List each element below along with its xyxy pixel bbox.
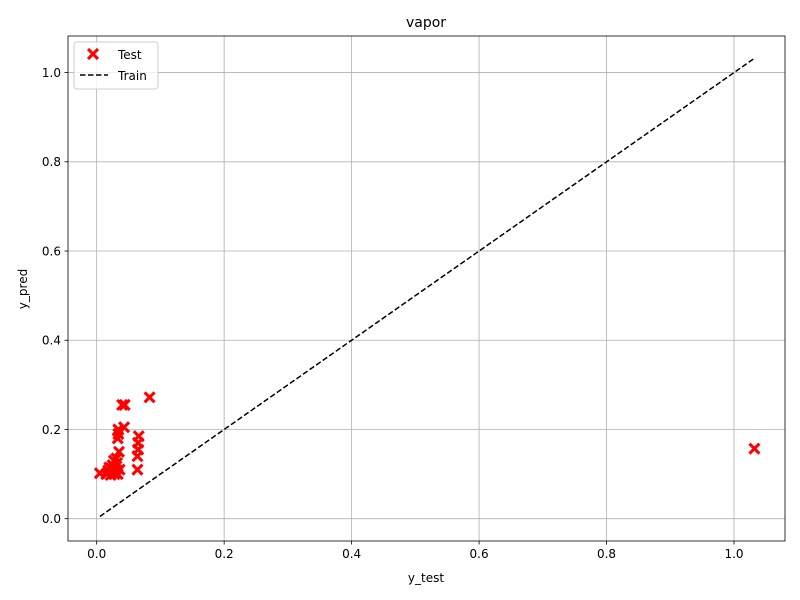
x-axis-title: y_test bbox=[408, 571, 444, 585]
y-axis-ticks: 0.0 0.2 0.4 0.6 0.8 1.0 bbox=[42, 66, 68, 526]
plot-frame bbox=[67, 35, 786, 542]
legend-test-marker bbox=[86, 47, 100, 61]
test-point bbox=[143, 391, 156, 404]
x-tick-label: 0.2 bbox=[215, 547, 234, 561]
test-point bbox=[132, 430, 145, 443]
x-tick-label: 0.0 bbox=[87, 547, 106, 561]
legend: Test Train bbox=[73, 41, 159, 90]
y-tick-label: 0.2 bbox=[42, 423, 61, 437]
train-series bbox=[99, 57, 755, 518]
x-tick-label: 0.4 bbox=[342, 547, 361, 561]
x-tick-label: 1.0 bbox=[724, 547, 743, 561]
test-point bbox=[112, 445, 126, 458]
train-line bbox=[99, 57, 755, 518]
y-tick-label: 0.4 bbox=[42, 334, 61, 348]
grid-layer bbox=[68, 36, 785, 541]
test-point bbox=[113, 463, 126, 476]
test-point bbox=[118, 398, 131, 412]
y-tick-label: 1.0 bbox=[42, 66, 61, 80]
y-tick-label: 0.6 bbox=[42, 244, 61, 258]
x-tick-label: 0.6 bbox=[470, 547, 489, 561]
y-axis-title: y_pred bbox=[16, 269, 30, 309]
x-tick-label: 0.8 bbox=[597, 547, 616, 561]
y-tick-label: 0.0 bbox=[42, 512, 61, 526]
test-point bbox=[118, 421, 131, 434]
chart-title: vapor bbox=[406, 15, 446, 31]
test-series bbox=[93, 391, 761, 482]
y-tick-label: 0.8 bbox=[42, 155, 61, 169]
test-point bbox=[131, 463, 144, 476]
x-axis-ticks: 0.0 0.2 0.4 0.6 0.8 1.0 bbox=[87, 541, 744, 561]
test-point bbox=[748, 442, 761, 455]
legend-test-label: Test bbox=[117, 48, 142, 62]
legend-train-label: Train bbox=[117, 69, 147, 83]
legend-test-x-icon bbox=[86, 47, 100, 61]
